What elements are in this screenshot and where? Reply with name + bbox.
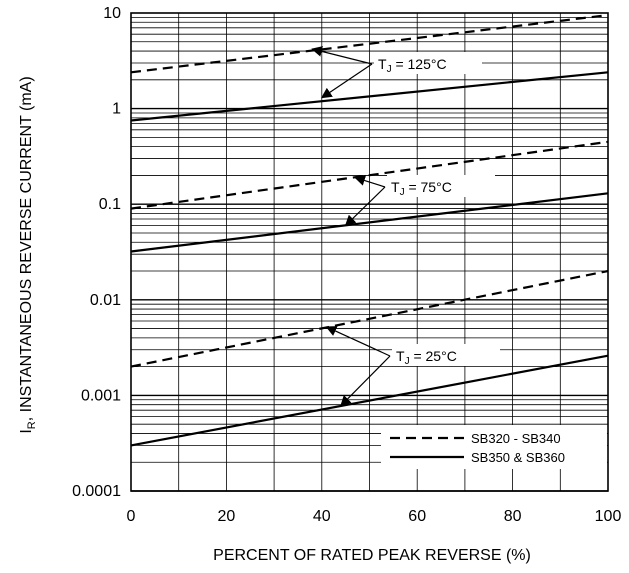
legend-label: SB320 - SB340 <box>471 431 561 446</box>
y-tick-label: 1 <box>112 101 121 118</box>
annotation-arrow <box>340 355 391 407</box>
x-tick-label: 40 <box>313 508 331 525</box>
y-tick-label: 0.1 <box>99 196 121 213</box>
x-axis-label: PERCENT OF RATED PEAK REVERSE (%) <box>213 547 531 564</box>
temperature-label: TJ = 25°C <box>396 348 457 367</box>
y-tick-label: 0.001 <box>81 387 121 404</box>
temperature-label: TJ = 75°C <box>391 179 452 198</box>
tick-labels: 10 1 0.1 0.01 0.001 0.0001 0 20 40 60 80 100 <box>72 5 621 525</box>
annotations: TJ = 125°CTJ = 75°CTJ = 25°C <box>311 46 500 407</box>
series-line-125c-dashed <box>130 14 609 74</box>
x-tick-label: 60 <box>408 508 426 525</box>
temperature-label-sub: J <box>405 356 410 367</box>
annotation-arrow <box>320 63 373 99</box>
annotation-background <box>392 344 500 366</box>
series-lines <box>130 14 609 447</box>
temperature-label: TJ = 125°C <box>378 56 447 75</box>
y-axis-label-main: I <box>18 429 35 433</box>
grid <box>130 12 609 492</box>
y-axis-label: IR, INSTANTANEOUS REVERSE CURRENT (mA) <box>18 76 38 433</box>
legend-box <box>381 425 607 469</box>
temperature-label-rest: = 75°C <box>405 179 452 195</box>
temperature-label-main: T <box>391 179 400 195</box>
plot-frame <box>130 12 609 492</box>
y-tick-label: 0.0001 <box>72 483 121 500</box>
x-tick-label: 0 <box>127 508 136 525</box>
x-tick-label: 20 <box>218 508 236 525</box>
annotation-background <box>374 52 482 74</box>
annotation-arrow <box>325 326 391 357</box>
temperature-label-sub: J <box>387 64 392 75</box>
series-line-75c-solid <box>130 192 609 253</box>
temperature-label-rest: = 25°C <box>410 348 457 364</box>
temperature-label-sub: J <box>400 187 405 198</box>
x-tick-label: 100 <box>595 508 622 525</box>
series-line-75c-dashed <box>130 140 609 210</box>
legend-label: SB350 & SB360 <box>471 450 565 465</box>
temperature-label-main: T <box>378 56 387 72</box>
x-tick-label: 80 <box>504 508 522 525</box>
series-line-25c-solid <box>130 354 609 447</box>
annotation-arrow <box>344 186 386 227</box>
legend: SB320 - SB340 SB350 & SB360 <box>381 425 607 469</box>
y-axis-label-sub: R <box>26 421 38 429</box>
annotation-arrow <box>354 175 386 188</box>
temperature-label-rest: = 125°C <box>392 56 447 72</box>
temperature-label-main: T <box>396 348 405 364</box>
y-axis-label-rest: , INSTANTANEOUS REVERSE CURRENT (mA) <box>18 76 35 421</box>
annotation-background <box>387 175 495 197</box>
series-line-25c-dashed <box>130 269 609 368</box>
y-tick-label: 0.01 <box>90 292 121 309</box>
series-line-125c-solid <box>130 71 609 122</box>
annotation-arrow <box>311 46 373 65</box>
y-tick-label: 10 <box>103 5 121 22</box>
